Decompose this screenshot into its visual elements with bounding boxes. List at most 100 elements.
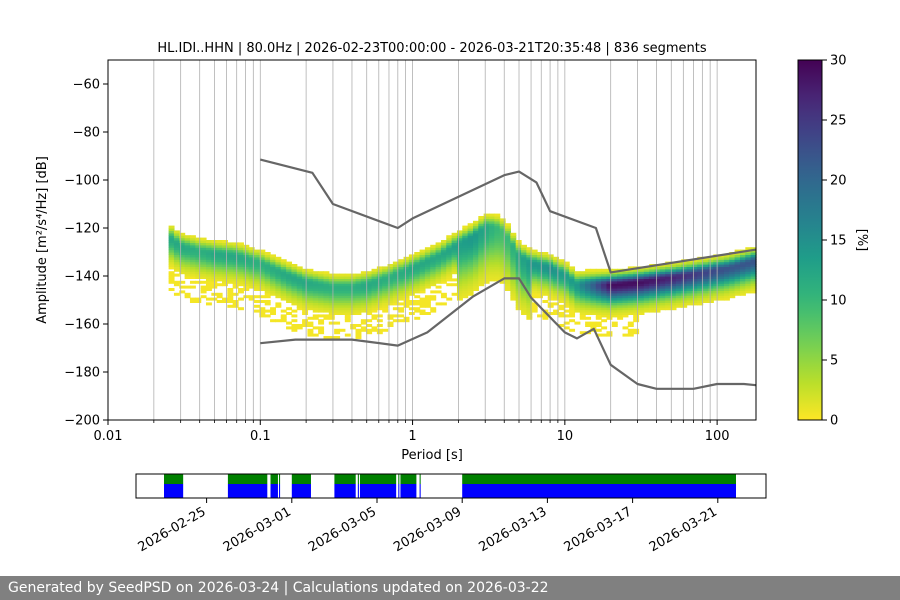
- heat-cell: [681, 283, 688, 287]
- heat-cell: [195, 249, 202, 253]
- heat-cell: [462, 264, 469, 267]
- heat-cell: [302, 321, 309, 325]
- heat-cell: [665, 276, 672, 279]
- heat-cell: [558, 285, 565, 289]
- heat-cell: [675, 290, 682, 294]
- heat-cell: [446, 237, 453, 241]
- heat-cell: [462, 232, 469, 236]
- heat-cell: [729, 278, 736, 282]
- heat-cell: [499, 271, 506, 275]
- heat-cell: [371, 271, 378, 275]
- heat-cell: [403, 283, 410, 287]
- heat-cell: [531, 273, 538, 277]
- heat-cell: [232, 266, 239, 270]
- heat-cell: [627, 304, 634, 308]
- heat-cell: [606, 292, 613, 296]
- heat-cell: [462, 244, 469, 248]
- heat-cell: [392, 283, 399, 287]
- heat-cell: [238, 264, 244, 267]
- heat-cell: [275, 266, 282, 270]
- heat-cell: [435, 249, 442, 253]
- heat-cell: [200, 261, 207, 265]
- heat-cell: [232, 285, 239, 289]
- data-availability-strip: [164, 474, 736, 498]
- heat-cell: [686, 288, 693, 291]
- heat-cell: [478, 235, 485, 239]
- heat-cell: [643, 309, 650, 313]
- heat-cell: [665, 271, 672, 275]
- heat-cell: [590, 307, 597, 311]
- heat-cell: [360, 297, 367, 301]
- heat-cell: [424, 276, 431, 279]
- heat-cell: [595, 285, 602, 289]
- heat-cell: [483, 225, 490, 229]
- heat-cell: [521, 264, 527, 267]
- heat-cell: [296, 302, 303, 306]
- heat-cell: [691, 271, 698, 275]
- heat-cell: [590, 273, 597, 277]
- heat-cell: [627, 271, 634, 275]
- heat-cell: [350, 273, 357, 277]
- heat-cell: [318, 307, 325, 311]
- heat-cell: [189, 276, 196, 279]
- heat-cell: [622, 304, 629, 308]
- heat-cell: [569, 285, 576, 289]
- heat-cell: [424, 304, 431, 308]
- heat-cell: [456, 264, 463, 267]
- heat-cell: [403, 266, 410, 270]
- heat-cell: [665, 278, 672, 282]
- heat-cell: [686, 261, 693, 265]
- heat-cell: [291, 295, 298, 299]
- heat-cell: [478, 240, 485, 243]
- heat-cell: [633, 304, 640, 308]
- heat-cell: [424, 268, 431, 272]
- heat-cell: [205, 264, 212, 267]
- heat-cell: [270, 290, 276, 294]
- heat-cell: [478, 264, 485, 267]
- heat-cell: [248, 259, 255, 263]
- heat-cell: [601, 307, 608, 311]
- heat-cell: [553, 268, 560, 272]
- heat-cell: [510, 249, 517, 253]
- heat-cell: [280, 319, 287, 323]
- heat-cell: [286, 300, 293, 303]
- heat-cell: [467, 273, 474, 277]
- heat-cell: [456, 280, 463, 284]
- heat-cell: [462, 290, 469, 294]
- heat-cell: [606, 271, 613, 275]
- heat-cell: [601, 268, 608, 272]
- heat-cell: [392, 285, 399, 289]
- heat-cell: [633, 288, 640, 291]
- heat-cell: [227, 254, 234, 258]
- heat-cell: [195, 297, 202, 301]
- heat-cell: [697, 268, 704, 272]
- heat-cell: [638, 297, 645, 301]
- heat-cell: [248, 276, 255, 279]
- heat-cell: [259, 300, 266, 303]
- heat-cell: [291, 264, 298, 267]
- heat-cell: [563, 278, 570, 282]
- heat-cell: [350, 297, 357, 301]
- heat-cell: [286, 266, 293, 270]
- colorbar: [797, 59, 823, 421]
- heat-cell: [537, 290, 543, 294]
- heat-cell: [686, 271, 693, 275]
- heat-cell: [713, 290, 720, 294]
- heat-cell: [184, 261, 191, 265]
- heat-cell: [414, 283, 421, 287]
- heat-cell: [280, 273, 287, 277]
- heat-cell: [702, 271, 709, 275]
- heat-cell: [595, 324, 602, 327]
- heat-cell: [601, 278, 608, 282]
- heat-cell: [291, 285, 298, 289]
- heat-cell: [601, 333, 608, 337]
- heat-cell: [296, 285, 303, 289]
- heat-cell: [579, 276, 586, 279]
- heat-cell: [654, 278, 661, 282]
- heat-cell: [483, 230, 490, 234]
- heat-cell: [505, 223, 511, 227]
- heat-cell: [334, 290, 341, 294]
- heat-cell: [168, 232, 175, 236]
- heat-cell: [750, 247, 757, 251]
- heat-cell: [483, 268, 490, 272]
